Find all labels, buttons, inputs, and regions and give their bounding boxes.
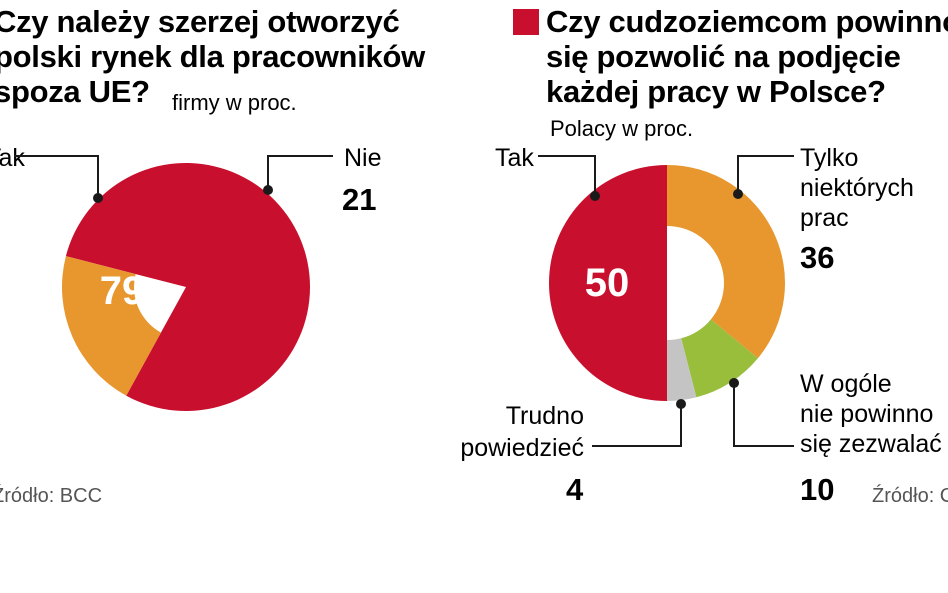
chart-1-leader-nie [267, 155, 333, 190]
chart-2-source: Źródło: CBOS [872, 484, 948, 507]
chart-2-leader-dot-niektorych [733, 189, 743, 199]
chart-2-value-wogole: 10 [800, 472, 834, 507]
chart-2-leader-dot-tak [590, 191, 600, 201]
chart-2-title-marker [513, 9, 539, 35]
chart-2-title-line-3: każdej pracy w Polsce? [546, 74, 886, 109]
chart-1-subtitle: firmy w proc. [172, 90, 297, 115]
chart-2-subtitle: Polacy w proc. [550, 116, 693, 141]
chart-2-label-niektorych-line-3: prac [800, 204, 849, 232]
chart-2-pie [549, 165, 785, 401]
chart-2-label-tak: Tak [495, 144, 534, 172]
chart-2-label-wogole-line-3: się zezwalać [800, 430, 942, 458]
pie-slice-nie [62, 256, 161, 396]
chart-2-leader-niektorych [737, 155, 794, 194]
chart-2-label-niektorych-line-2: niektórych [800, 174, 914, 202]
chart-1-leader-dot-nie [263, 185, 273, 195]
pie-slice-tak [549, 165, 667, 401]
chart-2-value-trudno: 4 [566, 472, 584, 507]
pie-slice-tak [65, 163, 310, 411]
chart-1-title-line-3: spoza UE? [0, 74, 150, 109]
chart-2-label-wogole-line-1: W ogóle [800, 370, 892, 398]
chart-2-label-trudno-line-1: Trudno [506, 402, 584, 430]
chart-2-leader-tak [538, 155, 596, 196]
chart-2-leader-dot-trudno [676, 399, 686, 409]
pie-slice-tylko-niektórych-prac [667, 165, 785, 359]
chart-1-value-tak: 79 [100, 269, 145, 313]
chart-2-leader-trudno [592, 404, 682, 447]
chart-1-value-nie: 21 [342, 182, 376, 217]
chart-2-title-line-2: się pozwolić na podjęcie [546, 39, 901, 74]
chart-1-source: Źródło: BCC [0, 484, 102, 507]
chart-2-label-wogole-line-2: nie powinno [800, 400, 933, 428]
chart-2: Czy cudzoziemcom powinno się pozwolić na… [460, 4, 948, 507]
chart-1-pie [62, 163, 310, 411]
chart-2-label-niektorych-line-1: Tylko [800, 144, 858, 172]
chart-1-title-line-1: Czy należy szerzej otworzyć [0, 4, 399, 39]
chart-2-leader-wogole [733, 383, 794, 447]
chart-2-title-line-1: Czy cudzoziemcom powinno [546, 4, 948, 39]
chart-2-label-trudno-line-2: powiedzieć [460, 434, 584, 462]
chart-1: Czy należy szerzej otworzyć polski rynek… [0, 4, 426, 507]
pie-slice-w-ogóle-nie-powinno-się-zezwalać [681, 319, 758, 398]
chart-1-title-line-2: polski rynek dla pracowników [0, 39, 426, 74]
pie-slice-trudno-powiedzieć [667, 338, 697, 401]
chart-1-label-tak: Tak [0, 144, 25, 172]
chart-1-leader-dot-tak [93, 193, 103, 203]
chart-1-label-nie: Nie [344, 144, 382, 172]
chart-2-value-niektorych: 36 [800, 240, 834, 275]
chart-1-leader-tak [14, 155, 99, 198]
chart-2-leader-dot-wogole [729, 378, 739, 388]
chart-2-value-tak: 50 [585, 261, 630, 305]
